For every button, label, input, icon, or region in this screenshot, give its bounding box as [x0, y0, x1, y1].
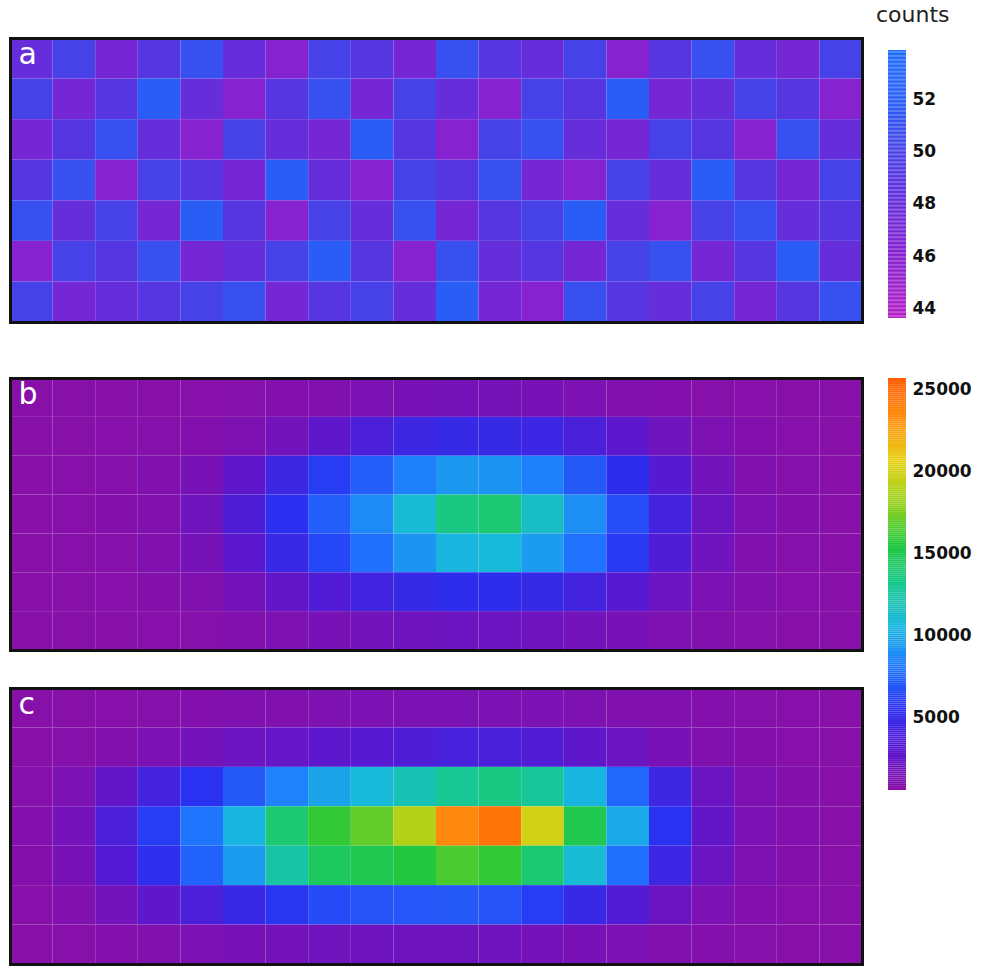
- svg-text:20000: 20000: [913, 461, 972, 481]
- svg-text:b: b: [19, 376, 38, 411]
- svg-text:50: 50: [913, 141, 937, 161]
- svg-text:25000: 25000: [913, 379, 972, 399]
- svg-text:5000: 5000: [913, 707, 960, 727]
- svg-text:48: 48: [913, 193, 937, 213]
- svg-text:15000: 15000: [913, 543, 972, 563]
- svg-text:c: c: [19, 686, 36, 721]
- svg-text:10000: 10000: [913, 625, 972, 645]
- svg-text:52: 52: [913, 89, 937, 109]
- svg-text:a: a: [19, 36, 37, 71]
- svg-text:46: 46: [913, 245, 937, 265]
- html-text:counts: counts: [876, 2, 950, 27]
- svg-text:44: 44: [913, 298, 937, 318]
